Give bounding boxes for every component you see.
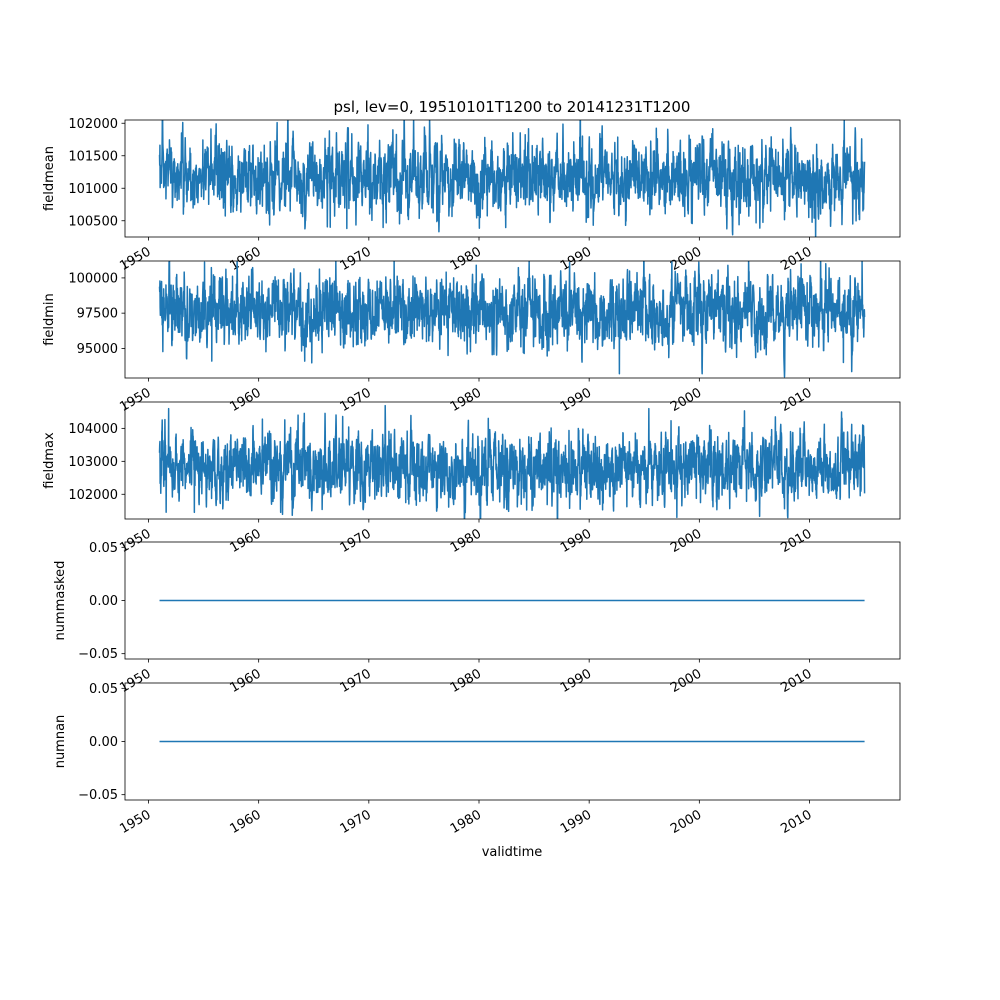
y-tick-label: 101000: [68, 182, 118, 197]
axes-frame: [124, 119, 901, 238]
y-tick-label: 103000: [68, 455, 118, 470]
y-tick-label: 100000: [68, 271, 118, 286]
axes-frame: [124, 260, 901, 379]
y-axis-label: nummasked: [53, 561, 68, 641]
y-axis-label: fieldmax: [42, 432, 57, 489]
series-line-fieldmax: [158, 404, 866, 519]
y-tick-label: 100500: [68, 214, 118, 229]
chart-title: psl, lev=0, 19510101T1200 to 20141231T12…: [334, 98, 691, 116]
y-axis-label: numnan: [53, 715, 68, 769]
series-line-fieldmean: [158, 120, 866, 237]
y-tick-label: 101500: [68, 149, 118, 164]
y-tick-label: 102000: [68, 488, 118, 503]
y-tick-label: −0.05: [78, 788, 118, 803]
y-tick-label: 102000: [68, 117, 118, 132]
y-tick-label: 0.05: [89, 682, 118, 697]
y-tick-label: 104000: [68, 422, 118, 437]
series-line-fieldmin: [158, 261, 866, 378]
y-axis-label: fieldmean: [42, 146, 57, 211]
y-tick-label: 95000: [77, 342, 118, 357]
y-tick-label: 0.00: [89, 594, 118, 609]
y-tick-label: 97500: [77, 307, 118, 322]
y-tick-label: 0.05: [89, 541, 118, 556]
axes-frame: [124, 401, 901, 520]
y-axis-label: fieldmin: [42, 293, 57, 346]
y-tick-label: 0.00: [89, 735, 118, 750]
x-axis-label: validtime: [482, 845, 543, 860]
y-tick-label: −0.05: [78, 647, 118, 662]
